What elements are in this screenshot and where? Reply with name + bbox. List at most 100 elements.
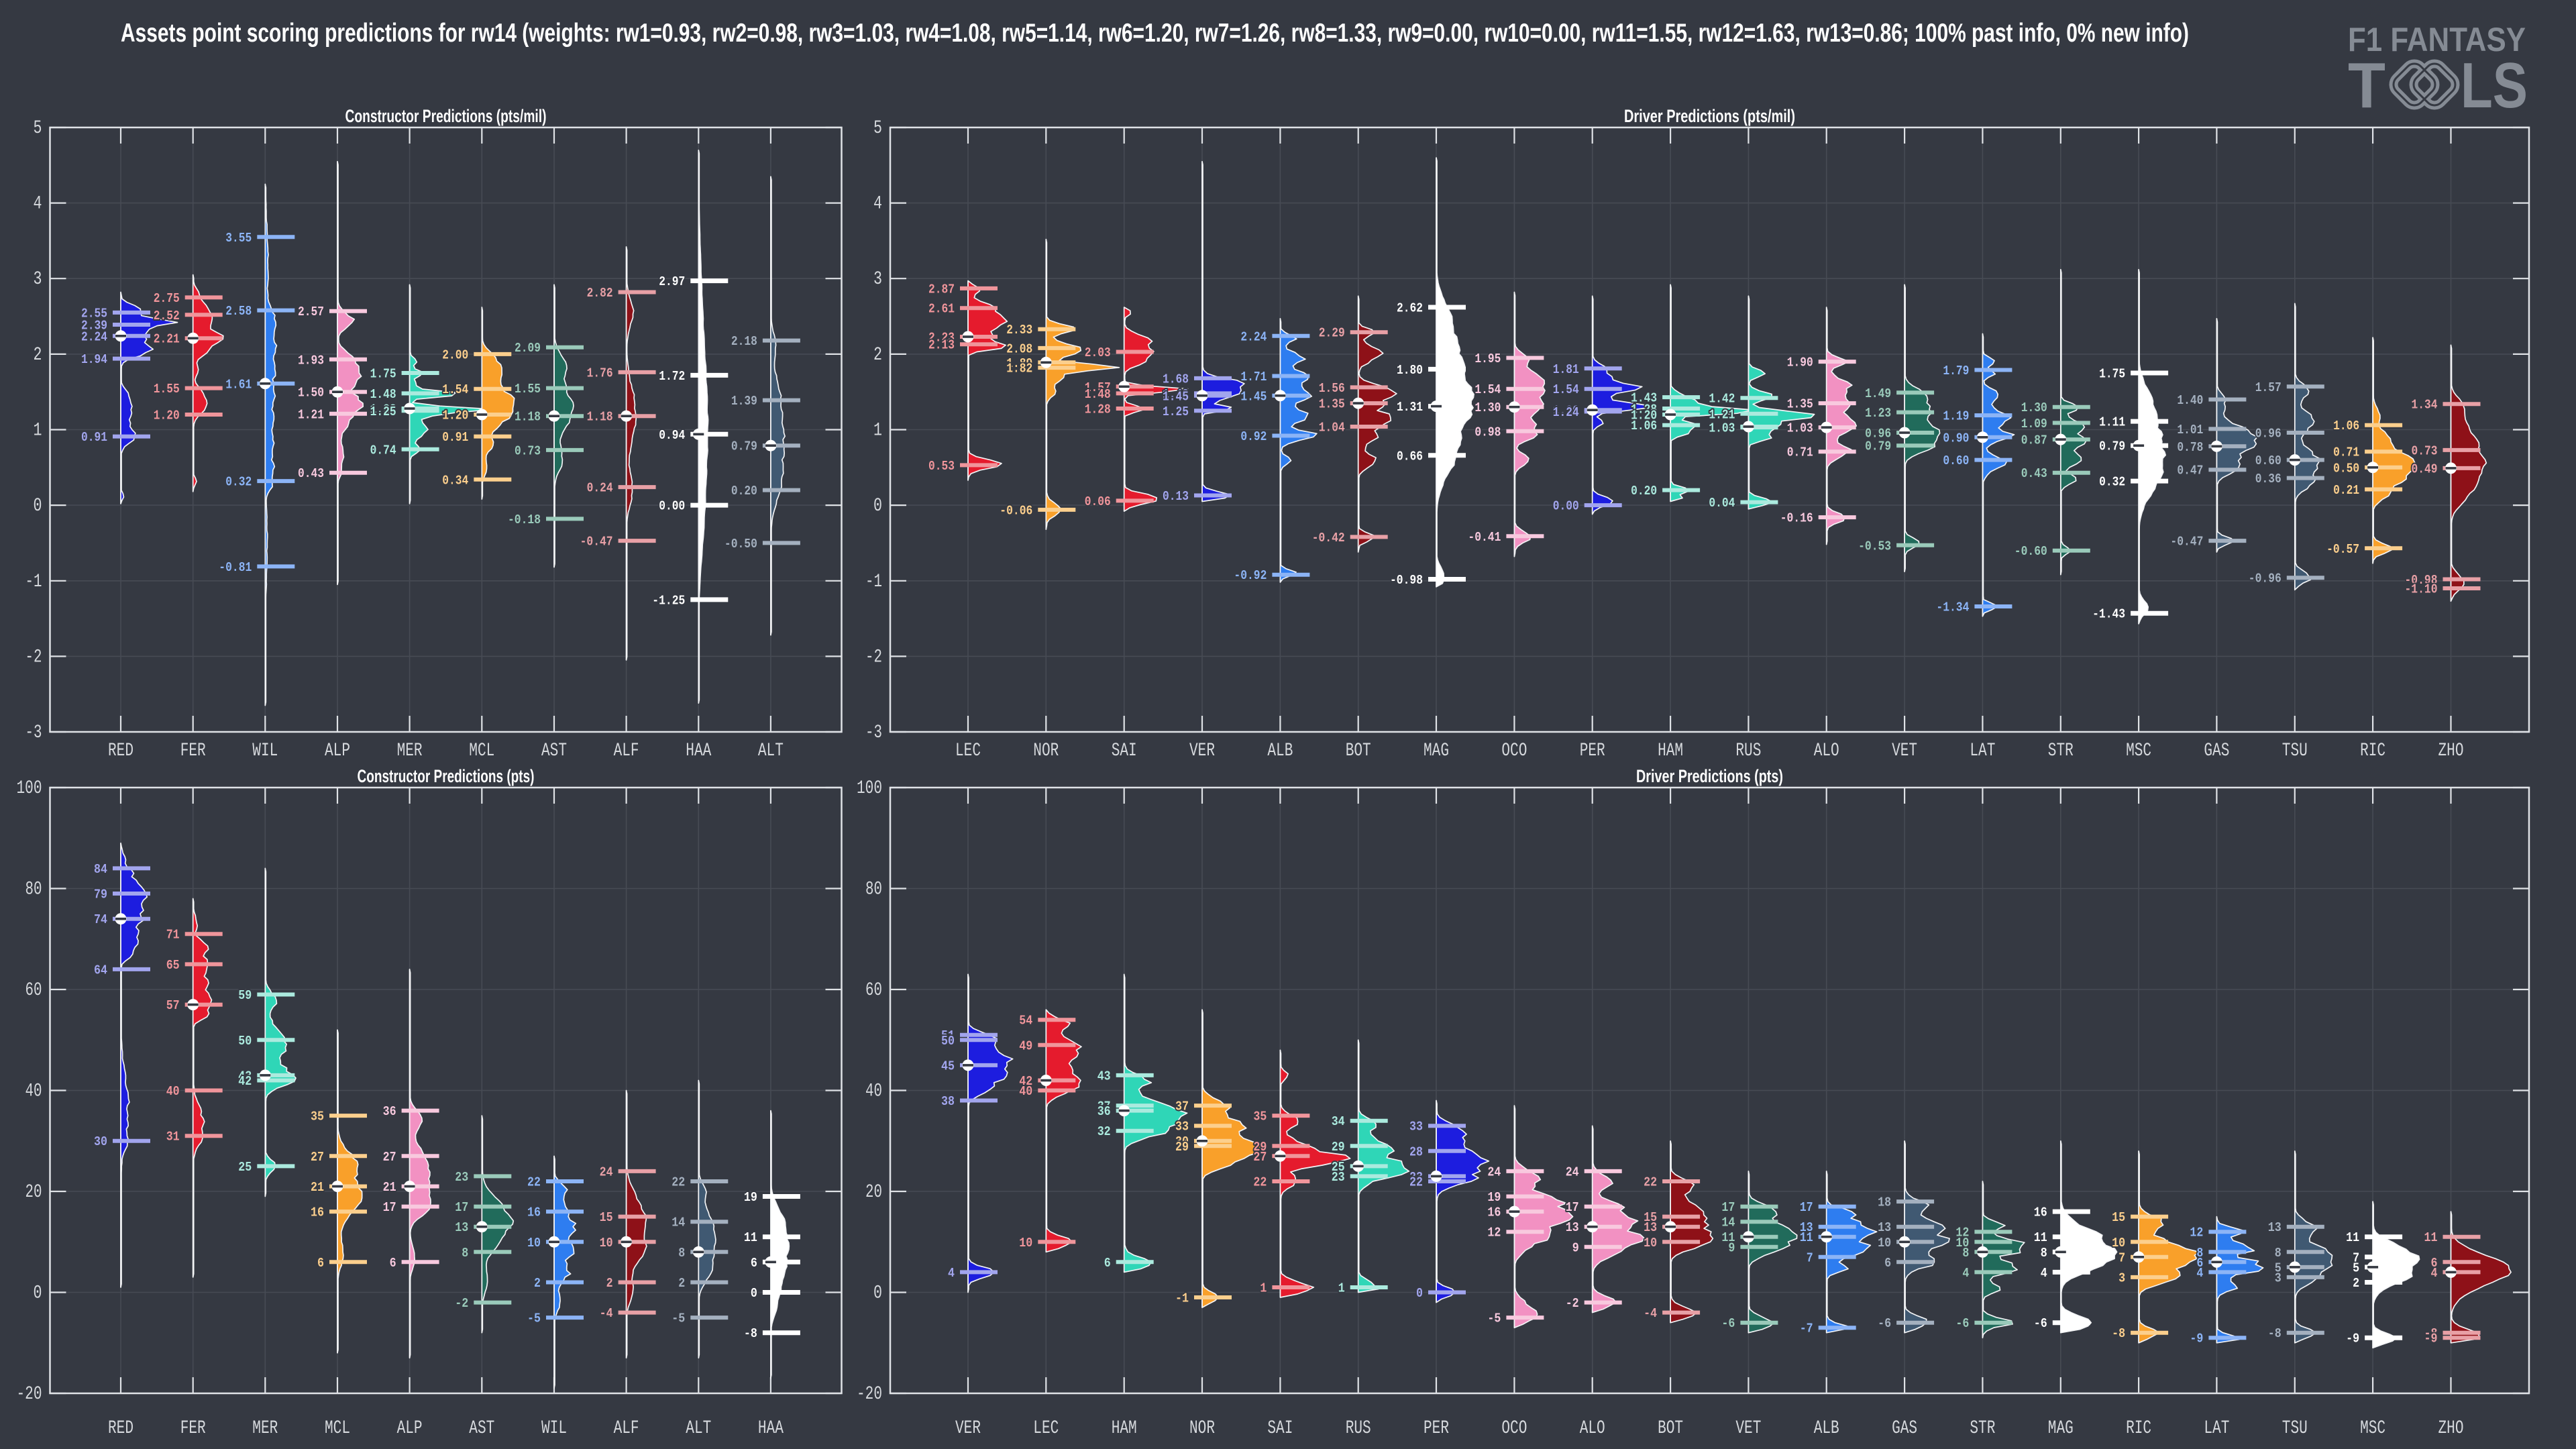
svg-text:-5: -5 <box>672 1311 685 1326</box>
svg-text:-8: -8 <box>2424 1326 2438 1341</box>
svg-text:1.26: 1.26 <box>1553 404 1579 419</box>
svg-text:36: 36 <box>1097 1104 1111 1119</box>
svg-text:2.13: 2.13 <box>928 338 955 353</box>
svg-text:0: 0 <box>34 496 42 517</box>
svg-text:0.71: 0.71 <box>1787 445 1813 460</box>
svg-text:VER: VER <box>1189 741 1215 761</box>
svg-text:RIC: RIC <box>2126 1418 2151 1439</box>
svg-text:8: 8 <box>462 1246 468 1260</box>
svg-text:1.55: 1.55 <box>515 382 541 396</box>
svg-text:MCL: MCL <box>325 1418 350 1439</box>
svg-text:HAA: HAA <box>758 1418 784 1439</box>
svg-text:11: 11 <box>1721 1230 1735 1245</box>
svg-text:0.60: 0.60 <box>2255 453 2282 468</box>
svg-text:-0.81: -0.81 <box>219 560 252 575</box>
svg-text:OCO: OCO <box>1501 1418 1527 1439</box>
svg-text:17: 17 <box>455 1200 468 1215</box>
svg-text:MER: MER <box>252 1418 278 1439</box>
svg-text:1.09: 1.09 <box>2021 417 2047 431</box>
svg-text:0.73: 0.73 <box>2412 443 2438 458</box>
svg-text:12: 12 <box>1487 1226 1501 1240</box>
svg-text:17: 17 <box>1800 1200 1813 1215</box>
svg-text:0: 0 <box>1416 1286 1423 1301</box>
svg-text:-9: -9 <box>2346 1332 2359 1346</box>
svg-text:5: 5 <box>2275 1260 2282 1275</box>
svg-text:4: 4 <box>2041 1266 2047 1281</box>
svg-text:49: 49 <box>1019 1038 1032 1053</box>
svg-text:37: 37 <box>1097 1099 1111 1114</box>
svg-text:45: 45 <box>941 1059 955 1073</box>
svg-text:29: 29 <box>1253 1140 1267 1155</box>
svg-text:LAT: LAT <box>2204 1418 2229 1439</box>
svg-text:-1: -1 <box>865 572 882 592</box>
svg-text:2.39: 2.39 <box>81 319 107 333</box>
svg-text:13: 13 <box>1800 1220 1813 1235</box>
svg-text:1.95: 1.95 <box>1474 352 1501 366</box>
svg-text:10: 10 <box>1955 1236 1969 1250</box>
svg-text:20: 20 <box>865 1182 882 1203</box>
svg-text:-6: -6 <box>2034 1316 2047 1331</box>
svg-text:0: 0 <box>873 1283 882 1304</box>
svg-text:1.45: 1.45 <box>1163 389 1189 404</box>
svg-text:0.24: 0.24 <box>587 481 613 496</box>
svg-text:3: 3 <box>873 269 882 290</box>
svg-text:22: 22 <box>672 1175 685 1190</box>
svg-text:1: 1 <box>873 421 882 441</box>
svg-text:37: 37 <box>1175 1099 1189 1114</box>
svg-text:27: 27 <box>1253 1150 1267 1165</box>
svg-text:-1.25: -1.25 <box>652 593 685 608</box>
svg-text:ALP: ALP <box>325 741 350 761</box>
svg-text:1.11: 1.11 <box>2099 415 2125 430</box>
svg-text:BOT: BOT <box>1658 1418 1683 1439</box>
svg-text:1.72: 1.72 <box>659 369 685 384</box>
svg-text:2.24: 2.24 <box>81 329 107 344</box>
svg-text:-20: -20 <box>857 1384 882 1405</box>
svg-text:1.35: 1.35 <box>1319 397 1345 412</box>
svg-text:14: 14 <box>1721 1216 1735 1230</box>
svg-text:-0.53: -0.53 <box>1858 539 1891 553</box>
svg-text:4: 4 <box>2196 1266 2203 1281</box>
svg-text:0.20: 0.20 <box>731 484 757 498</box>
svg-text:-0.47: -0.47 <box>2170 535 2203 549</box>
svg-text:8: 8 <box>678 1246 685 1260</box>
svg-text:18: 18 <box>1878 1195 1891 1210</box>
svg-text:1.90: 1.90 <box>1787 356 1813 370</box>
svg-text:79: 79 <box>94 888 107 902</box>
svg-text:1.93: 1.93 <box>298 353 324 368</box>
svg-text:0.78: 0.78 <box>2177 440 2203 455</box>
svg-text:6: 6 <box>317 1256 324 1271</box>
svg-text:6: 6 <box>1884 1256 1891 1271</box>
svg-text:F1 FANTASY: F1 FANTASY <box>2348 21 2526 58</box>
svg-text:TSU: TSU <box>2282 741 2308 761</box>
svg-text:6: 6 <box>1104 1256 1111 1271</box>
svg-text:7: 7 <box>2353 1250 2359 1265</box>
svg-text:HAM: HAM <box>1658 741 1683 761</box>
svg-text:MSC: MSC <box>2360 1418 2385 1439</box>
svg-text:0.87: 0.87 <box>2021 433 2047 448</box>
svg-text:1.48: 1.48 <box>370 387 396 402</box>
svg-text:-0.98: -0.98 <box>1390 573 1423 588</box>
svg-text:1.82: 1.82 <box>1006 362 1032 376</box>
svg-text:Driver Predictions (pts/mil): Driver Predictions (pts/mil) <box>1624 106 1795 126</box>
svg-text:1.24: 1.24 <box>1553 405 1579 420</box>
svg-text:15: 15 <box>2112 1210 2125 1225</box>
svg-text:ALO: ALO <box>1814 741 1839 761</box>
svg-text:LEC: LEC <box>955 741 981 761</box>
svg-text:ZHO: ZHO <box>2438 1418 2464 1439</box>
svg-text:1.49: 1.49 <box>1865 386 1891 401</box>
svg-text:-0.92: -0.92 <box>1234 568 1267 583</box>
svg-text:RIC: RIC <box>2360 741 2385 761</box>
svg-text:10: 10 <box>1019 1236 1032 1250</box>
svg-text:0.43: 0.43 <box>298 466 324 481</box>
svg-text:14: 14 <box>672 1216 685 1230</box>
svg-text:57: 57 <box>166 998 180 1013</box>
svg-text:-2: -2 <box>455 1296 468 1311</box>
svg-text:6: 6 <box>390 1256 396 1271</box>
svg-text:0.79: 0.79 <box>731 439 757 454</box>
svg-text:3: 3 <box>34 269 42 290</box>
svg-text:ALF: ALF <box>614 741 639 761</box>
svg-text:0.90: 0.90 <box>1943 431 1969 445</box>
svg-text:2.21: 2.21 <box>154 332 180 347</box>
svg-text:ALP: ALP <box>397 1418 423 1439</box>
svg-text:Constructor Predictions (pts): Constructor Predictions (pts) <box>358 766 535 786</box>
